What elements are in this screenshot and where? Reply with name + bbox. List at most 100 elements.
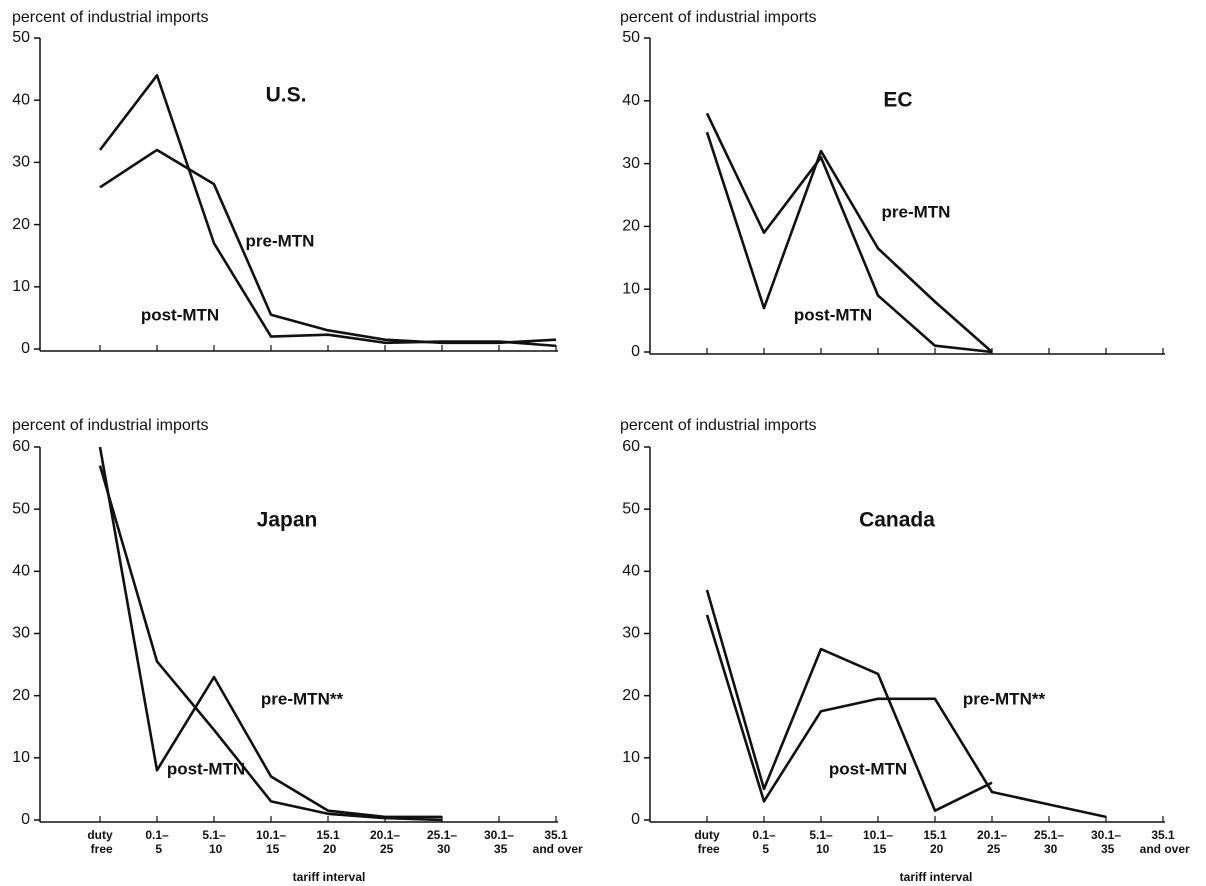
y-tick-label: 30 (12, 154, 30, 171)
x-tick-label: 30.1– 35 (1091, 828, 1121, 856)
x-tick-label: duty free (87, 828, 113, 856)
y-tick-label: 20 (12, 216, 30, 233)
x-tick-label: 5.1– 10 (202, 828, 226, 856)
series-label: post-MTN (141, 305, 219, 324)
x-tick-label-line: 20.1– (977, 828, 1007, 842)
y-tick-label: 40 (12, 91, 30, 108)
series-line (705, 589, 993, 812)
x-tick-label-line: 15 (870, 842, 887, 856)
x-tick-label-line: 10 (813, 842, 830, 856)
x-tick-label: 25.1– 30 (1034, 828, 1064, 856)
x-tick-label-line: free (87, 842, 113, 856)
series-label: pre-MTN (246, 231, 315, 250)
series-label: pre-MTN (882, 202, 951, 221)
y-axis-label: percent of industrial imports (620, 9, 817, 26)
series-line (98, 446, 442, 819)
y-tick-label: 20 (622, 218, 640, 235)
y-tick-label: 0 (631, 811, 640, 828)
chart-title: Japan (257, 509, 318, 532)
x-tick-label-line: and over (1136, 842, 1190, 856)
x-tick-label-line: 10.1– (863, 828, 893, 842)
y-axis-label: percent of industrial imports (12, 417, 209, 434)
x-tick-label-line: 20 (927, 842, 944, 856)
x-tick-label-line: 0.1– (145, 828, 169, 842)
y-tick-label: 20 (12, 687, 30, 704)
series-label: pre-MTN** (261, 689, 344, 708)
x-tick-label-line: 30.1– (484, 828, 514, 842)
y-tick-label: 60 (622, 438, 640, 455)
y-tick-label: 30 (12, 625, 30, 642)
x-tick-label: 35.1 and over (1136, 828, 1190, 856)
x-tick-label-line: 5.1– (202, 828, 226, 842)
y-tick-label: 0 (21, 340, 30, 357)
y-tick-label: 0 (631, 343, 640, 360)
x-tick-label-line: 10.1– (256, 828, 286, 842)
y-tick-label: 30 (622, 625, 640, 642)
x-tick-label-line: 5 (759, 842, 769, 856)
y-tick-label: 40 (12, 563, 30, 580)
chart-title: EC (883, 89, 912, 112)
series-line (705, 614, 1107, 819)
x-tick-label-line: 0.1– (752, 828, 776, 842)
x-tick-label-line: 5 (152, 842, 162, 856)
series-line (98, 465, 443, 822)
x-tick-label: 35.1 and over (529, 828, 583, 856)
x-tick-label-line: 10 (206, 842, 223, 856)
y-tick-label: 60 (12, 438, 30, 455)
x-tick-label: 10.1– 15 (863, 828, 893, 856)
y-tick-label: 10 (12, 278, 30, 295)
x-tick-label: 20.1– 25 (977, 828, 1007, 856)
x-tick-label: 0.1– 5 (752, 828, 776, 856)
chart-title: Canada (859, 509, 935, 532)
y-tick-label: 20 (622, 687, 640, 704)
x-tick-label-line: 35.1 (544, 828, 568, 842)
x-tick-label-line: duty (694, 828, 720, 842)
y-axis-label: percent of industrial imports (620, 417, 817, 434)
x-tick-label-line: 35.1 (1151, 828, 1175, 842)
y-tick-label: 40 (622, 92, 640, 109)
x-tick-label-line: 20 (320, 842, 337, 856)
x-tick-label: 0.1– 5 (145, 828, 169, 856)
y-axis-label: percent of industrial imports (12, 9, 209, 26)
x-tick-label-line: 15.1 (923, 828, 947, 842)
y-tick-label: 10 (622, 280, 640, 297)
x-tick-label: 10.1– 15 (256, 828, 286, 856)
x-tick-label: 15.1 20 (923, 828, 947, 856)
x-tick-label-line: 25 (377, 842, 394, 856)
x-tick-label-line: and over (529, 842, 583, 856)
chart-title: U.S. (266, 84, 307, 107)
series-line (705, 131, 993, 353)
series-label: pre-MTN** (963, 689, 1046, 708)
x-tick-label: duty free (694, 828, 720, 856)
y-tick-label: 40 (622, 563, 640, 580)
y-tick-label: 50 (622, 29, 640, 46)
series-label: post-MTN (794, 305, 872, 324)
x-tick-label-line: 30 (434, 842, 451, 856)
x-tick-label: 5.1– 10 (809, 828, 833, 856)
x-tick-label-line: 5.1– (809, 828, 833, 842)
x-tick-label: 20.1– 25 (370, 828, 400, 856)
x-tick-label: 15.1 20 (316, 828, 340, 856)
x-axis-label: tariff interval (293, 870, 366, 884)
series-line (705, 112, 993, 354)
series-label: post-MTN (167, 759, 245, 778)
y-tick-label: 50 (622, 500, 640, 517)
x-tick-label: 30.1– 35 (484, 828, 514, 856)
y-tick-label: 30 (622, 155, 640, 172)
x-tick-label-line: 35 (491, 842, 508, 856)
x-tick-label-line: 20.1– (370, 828, 400, 842)
x-tick-label-line: 25 (984, 842, 1001, 856)
x-tick-label-line: 25.1– (427, 828, 457, 842)
y-tick-label: 0 (21, 811, 30, 828)
x-tick-label-line: 30.1– (1091, 828, 1121, 842)
x-tick-label-line: 15 (263, 842, 280, 856)
x-tick-label-line: 15.1 (316, 828, 340, 842)
x-tick-label-line: 30 (1041, 842, 1058, 856)
series-label: post-MTN (829, 759, 907, 778)
x-tick-label-line: duty (87, 828, 113, 842)
series-line (98, 74, 557, 348)
x-tick-label-line: 25.1– (1034, 828, 1064, 842)
y-tick-label: 10 (12, 749, 30, 766)
y-tick-label: 10 (622, 749, 640, 766)
